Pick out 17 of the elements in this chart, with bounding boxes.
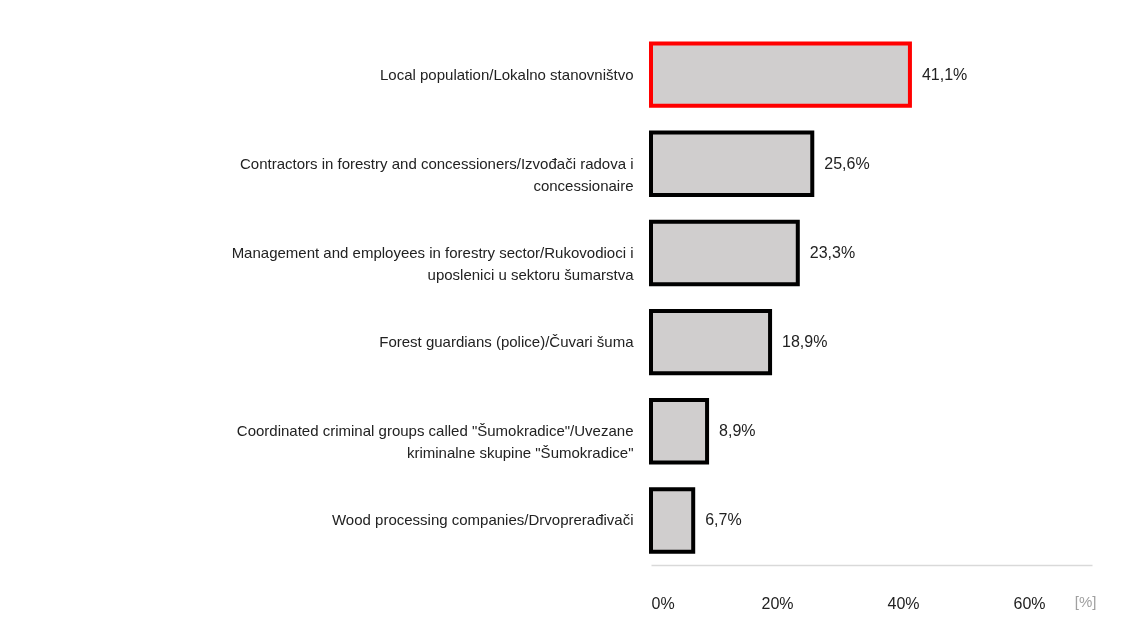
x-tick-label: 0% xyxy=(651,594,675,612)
data-label: 8,9% xyxy=(719,422,756,440)
data-label: 18,9% xyxy=(782,333,828,351)
data-label: 23,3% xyxy=(809,243,856,261)
y-tick-label: Coordinated criminal groups called "Šumokradice"/Uvezane kriminalne skupine "Šumokradice" xyxy=(236,422,634,462)
x-tick-label: 60% xyxy=(1013,594,1046,612)
y-tick-label: Contractors in forestry and concessioners/Izvođači radova i concessionaire xyxy=(239,154,634,194)
data-label: 41,1% xyxy=(921,65,968,83)
x-axis-title: [%] xyxy=(1074,592,1097,610)
y-tick-label: Forest guardians (police)/Čuvari šuma xyxy=(379,333,635,351)
x-tick-label: 20% xyxy=(761,594,794,612)
data-label: 6,7% xyxy=(705,511,742,529)
x-tick-label: 40% xyxy=(887,594,920,612)
y-tick-label: Local population/Lokalno stanovništvo xyxy=(379,65,634,83)
y-tick-label: Management and employees in forestry sector/Rukovodioci i uposlenici u sektoru šumarstva xyxy=(231,243,635,283)
data-label: 25,6% xyxy=(824,154,870,172)
y-tick-label: Wood processing companies/Drvoprerađivači xyxy=(331,511,634,529)
